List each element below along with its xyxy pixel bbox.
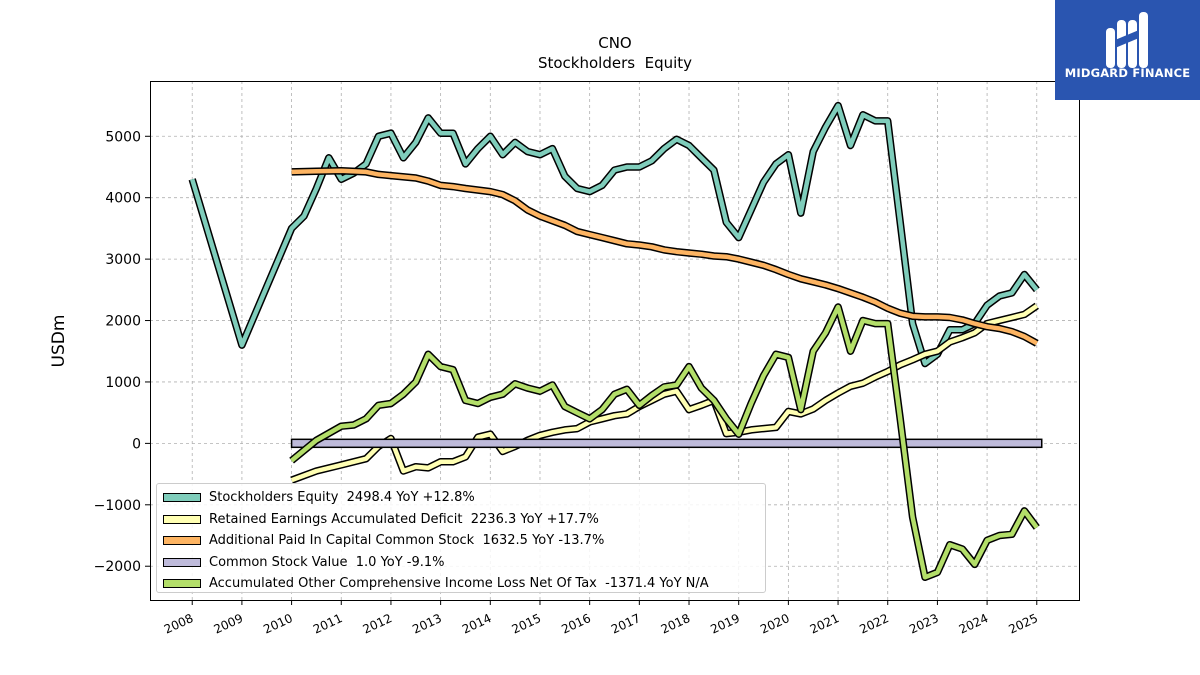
y-tick-label: 0 [132, 436, 141, 452]
legend-swatch [163, 514, 201, 524]
series-line [291, 168, 1038, 346]
legend-label: Common Stock Value 1.0 YoY -9.1% [209, 554, 445, 570]
legend-label: Stockholders Equity 2498.4 YoY +12.8% [209, 490, 475, 506]
legend-item: Additional Paid In Capital Common Stock … [163, 530, 759, 552]
chart-title: CNO [598, 34, 632, 52]
legend-item: Stockholders Equity 2498.4 YoY +12.8% [163, 487, 759, 509]
series-line [190, 103, 1039, 366]
brand-name: MIDGARD FINANCE [1064, 66, 1191, 80]
logo-mark-icon [1106, 12, 1148, 68]
y-tick-label: 5000 [105, 129, 141, 145]
legend-label: Additional Paid In Capital Common Stock … [209, 533, 605, 549]
chart-subtitle: Stockholders Equity [538, 54, 692, 72]
y-tick-label: −2000 [94, 559, 141, 575]
y-axis-label: USDm [49, 315, 69, 368]
legend-item: Retained Earnings Accumulated Deficit 22… [163, 509, 759, 531]
y-tick-label: 1000 [105, 375, 141, 391]
legend-swatch [163, 493, 201, 503]
legend-swatch [163, 579, 201, 589]
series-line [290, 303, 1039, 483]
legend-item: Common Stock Value 1.0 YoY -9.1% [163, 552, 759, 574]
series-line [290, 304, 1039, 580]
y-tick-label: −1000 [94, 498, 141, 514]
legend-label: Accumulated Other Comprehensive Income L… [209, 576, 709, 592]
plot-frame [150, 81, 1080, 601]
brand-logo: MIDGARD FINANCE [1055, 0, 1200, 100]
y-tick-label: 3000 [105, 252, 141, 268]
chart-legend: Stockholders Equity 2498.4 YoY +12.8% Re… [156, 483, 766, 593]
series-line [290, 438, 1043, 449]
legend-swatch [163, 536, 201, 546]
plot-series [188, 101, 1043, 582]
legend-item: Accumulated Other Comprehensive Income L… [163, 573, 759, 595]
legend-label: Retained Earnings Accumulated Deficit 22… [209, 511, 599, 527]
y-tick-label: 2000 [105, 314, 141, 330]
y-tick-label: 4000 [105, 191, 141, 207]
legend-swatch [163, 557, 201, 567]
